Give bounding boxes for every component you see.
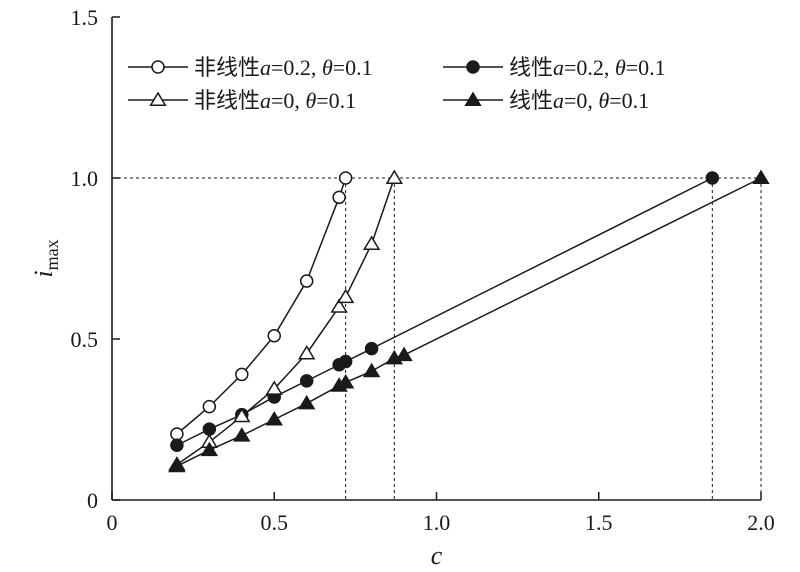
data-point bbox=[752, 169, 770, 184]
data-point bbox=[170, 427, 184, 441]
legend-item-2: 线性a=0.2, θ=0.1 bbox=[443, 55, 666, 80]
data-point bbox=[299, 274, 314, 288]
legend-label-var: a bbox=[260, 88, 271, 113]
legend-label-var: a bbox=[260, 55, 271, 80]
data-point bbox=[395, 346, 413, 362]
legend-label-prefix: 非线性 bbox=[194, 88, 260, 113]
data-point bbox=[336, 374, 355, 389]
legend-label-theta: θ bbox=[305, 88, 316, 113]
x-tick-label: 0 bbox=[107, 510, 118, 535]
data-point bbox=[202, 422, 217, 436]
y-tick-label: 1.0 bbox=[71, 166, 99, 191]
legend-item-3: 非线性a=0, θ=0.1 bbox=[128, 88, 356, 113]
legend-label-mid: =0.2, bbox=[564, 55, 615, 80]
series-layer bbox=[168, 169, 770, 473]
legend-label-theta: θ bbox=[615, 55, 626, 80]
legend-label-prefix: 线性 bbox=[509, 55, 553, 80]
legend-marker bbox=[464, 91, 482, 106]
legend-label: 线性a=0, θ=0.1 bbox=[509, 88, 649, 113]
legend-label-suffix: =0.1 bbox=[333, 55, 373, 80]
data-point bbox=[336, 288, 355, 304]
legend-item-4: 线性a=0, θ=0.1 bbox=[443, 88, 649, 113]
y-tick-label: 0 bbox=[87, 488, 98, 513]
y-axis-label-subscript: max bbox=[42, 239, 62, 270]
legend-label: 线性a=0.2, θ=0.1 bbox=[509, 55, 666, 80]
legend-marker bbox=[466, 60, 480, 74]
x-tick-label: 2.0 bbox=[747, 510, 775, 535]
data-point bbox=[362, 362, 381, 378]
legend-marker bbox=[149, 91, 167, 106]
legend-label-suffix: =0.1 bbox=[609, 88, 649, 113]
series-1 bbox=[170, 171, 353, 441]
legend-marker bbox=[151, 60, 165, 74]
data-point bbox=[338, 171, 353, 185]
data-point bbox=[168, 457, 186, 473]
legend-label-mid: =0.2, bbox=[271, 55, 322, 80]
series-line bbox=[176, 177, 396, 466]
legend-label: 非线性a=0, θ=0.1 bbox=[194, 88, 356, 113]
data-point bbox=[233, 407, 251, 423]
x-tick-label: 1.5 bbox=[585, 510, 613, 535]
data-point bbox=[299, 374, 314, 388]
legend-label-theta: θ bbox=[322, 55, 333, 80]
data-point bbox=[202, 399, 217, 414]
x-ticks: 0 0.5 1.0 1.5 2.0 bbox=[107, 492, 775, 535]
series-line bbox=[176, 177, 713, 446]
legend-label-mid: =0, bbox=[271, 88, 305, 113]
data-point bbox=[233, 427, 251, 442]
data-point bbox=[298, 394, 316, 410]
data-point bbox=[265, 411, 283, 426]
y-ticks: 0 0.5 1.0 1.5 bbox=[71, 5, 120, 513]
series-line bbox=[176, 177, 762, 467]
series-2 bbox=[170, 171, 720, 453]
data-point bbox=[705, 171, 720, 185]
data-point bbox=[362, 235, 381, 251]
x-tick-label: 1.0 bbox=[423, 510, 451, 535]
legend-label-suffix: =0.1 bbox=[316, 88, 356, 113]
legend-label-mid: =0, bbox=[564, 88, 598, 113]
series-3 bbox=[168, 169, 403, 471]
data-point bbox=[330, 298, 348, 313]
data-point bbox=[364, 341, 379, 356]
y-tick-label: 1.5 bbox=[71, 5, 99, 30]
legend-label-var: a bbox=[553, 55, 564, 80]
series-4 bbox=[168, 169, 770, 473]
data-point bbox=[265, 380, 283, 395]
data-point bbox=[338, 354, 353, 369]
legend-item-1: 非线性a=0.2, θ=0.1 bbox=[128, 55, 373, 80]
legend-label: 非线性a=0.2, θ=0.1 bbox=[194, 55, 373, 80]
legend-label-var: a bbox=[553, 88, 564, 113]
legend-label-prefix: 线性 bbox=[509, 88, 553, 113]
data-point bbox=[385, 169, 403, 184]
y-axis-label: imax bbox=[29, 239, 62, 277]
x-tick-label: 0.5 bbox=[261, 510, 289, 535]
legend-label-prefix: 非线性 bbox=[194, 55, 260, 80]
data-point bbox=[200, 441, 219, 457]
legend-label-suffix: =0.1 bbox=[626, 55, 666, 80]
data-point bbox=[332, 190, 346, 205]
y-tick-label: 0.5 bbox=[71, 327, 99, 352]
data-point bbox=[235, 367, 249, 382]
data-point bbox=[298, 345, 316, 360]
y-axis-label-main: i bbox=[29, 270, 58, 277]
x-axis-label: c bbox=[431, 541, 443, 570]
legend-label-theta: θ bbox=[598, 88, 609, 113]
data-point bbox=[170, 438, 184, 453]
data-point bbox=[267, 329, 281, 343]
reference-lines bbox=[112, 177, 762, 500]
